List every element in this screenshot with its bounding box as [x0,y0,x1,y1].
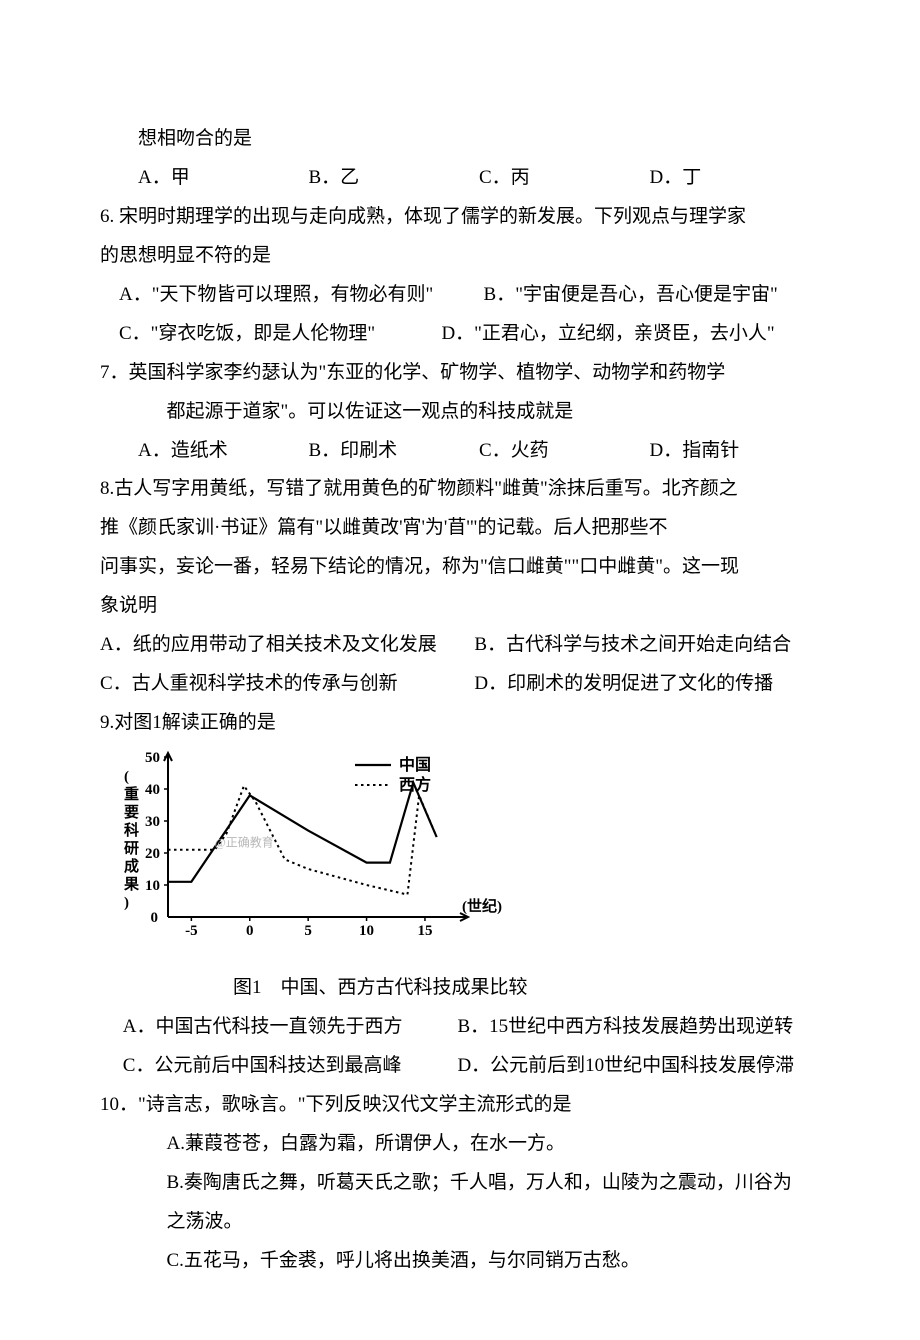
q8-line2: 推《颜氏家训·书证》篇有"以雌黄改'宵'为'苜'"的记载。后人把那些不 [100,509,820,548]
q10-opt-a: A.蒹葭苍苍，白露为霜，所谓伊人，在水一方。 [100,1125,820,1164]
q6-line1: 6. 宋明时期理学的出现与走向成熟，体现了儒学的新发展。下列观点与理学家 [100,198,820,237]
q9-chart-svg: 0 10 20 30 40 50 -5 0 5 10 15 (重要科研成果) (世纪) 中国西方 @正确教育 [110,747,510,952]
svg-text:成: 成 [124,857,139,875]
svg-text:0: 0 [246,923,254,939]
q5-opt-d: D．丁 [650,159,821,198]
svg-text:要: 要 [124,804,139,821]
q5-tail: 想相吻合的是 [100,120,820,159]
q9-row-cd: C．公元前后中国科技达到最高峰 D．公元前后到10世纪中国科技发展停滞 [100,1047,820,1086]
q8-opt-a: A．纸的应用带动了相关技术及文化发展 [100,626,474,665]
q5-opt-a: A．甲 [138,159,309,198]
svg-text:30: 30 [145,814,160,830]
q5-opt-b: B．乙 [309,159,480,198]
q9-opt-a: A．中国古代科技一直领先于西方 [123,1008,458,1047]
svg-text:重: 重 [124,785,139,803]
q8-opt-b: B．古代科学与技术之间开始走向结合 [474,626,791,665]
q8-opt-d: D．印刷术的发明促进了文化的传播 [474,665,773,704]
svg-text:50: 50 [145,750,160,766]
q8-row-ab: A．纸的应用带动了相关技术及文化发展 B．古代科学与技术之间开始走向结合 [100,626,820,665]
q9-opt-d: D．公元前后到10世纪中国科技发展停滞 [457,1047,794,1086]
svg-text:40: 40 [145,782,160,798]
q9-caption: 图1 中国、西方古代科技成果比较 [100,969,820,1008]
exam-page: 想相吻合的是 A．甲 B．乙 C．丙 D．丁 6. 宋明时期理学的出现与走向成熟… [0,0,920,1340]
svg-text:): ) [124,895,129,911]
q7-opt-b: B．印刷术 [309,432,480,471]
svg-text:西方: 西方 [399,775,431,794]
svg-text:(世纪): (世纪) [462,897,502,915]
svg-text:-5: -5 [185,923,198,939]
q9-opt-c: C．公元前后中国科技达到最高峰 [123,1047,458,1086]
q6-opt-b: B．"宇宙便是吾心，吾心便是宇宙" [484,276,778,315]
svg-text:10: 10 [359,923,374,939]
q7-line1: 7．英国科学家李约瑟认为"东亚的化学、矿物学、植物学、动物学和药物学 [100,354,820,393]
q9-row-ab: A．中国古代科技一直领先于西方 B．15世纪中西方科技发展趋势出现逆转 [100,1008,820,1047]
svg-text:20: 20 [145,846,160,862]
svg-text:@正确教育: @正确教育 [214,835,273,850]
q6-opt-a: A．"天下物皆可以理照，有物必有则" [119,276,484,315]
q8-line4: 象说明 [100,587,820,626]
q10-opt-b1: B.奏陶唐氏之舞，听葛天氏之歌；千人唱，万人和，山陵为之震动，川谷为 [100,1164,820,1203]
q10-opt-c: C.五花马，千金裘，呼儿将出换美酒，与尔同销万古愁。 [100,1242,820,1281]
q6-row-cd: C．"穿衣吃饭，即是人伦物理" D．"正君心，立纪纲，亲贤臣，去小人" [100,315,820,354]
svg-text:中国: 中国 [399,755,431,774]
svg-text:(: ( [124,769,129,785]
q8-row-cd: C．古人重视科学技术的传承与创新 D．印刷术的发明促进了文化的传播 [100,665,820,704]
q9-line1: 9.对图1解读正确的是 [100,704,820,743]
q5-options: A．甲 B．乙 C．丙 D．丁 [100,159,820,198]
q9-opt-b: B．15世纪中西方科技发展趋势出现逆转 [457,1008,793,1047]
q5-opt-c: C．丙 [479,159,650,198]
svg-text:科: 科 [124,821,139,839]
svg-text:研: 研 [124,840,139,857]
q6-opt-d: D．"正君心，立纪纲，亲贤臣，去小人" [441,315,774,354]
q7-opt-d: D．指南针 [650,432,821,471]
q9-chart: 0 10 20 30 40 50 -5 0 5 10 15 (重要科研成果) (世纪) 中国西方 @正确教育 [100,747,820,967]
q7-opt-c: C．火药 [479,432,650,471]
q6-opt-c: C．"穿衣吃饭，即是人伦物理" [119,315,441,354]
q7-line2: 都起源于道家"。可以佐证这一观点的科技成就是 [100,393,820,432]
q7-opt-a: A．造纸术 [138,432,309,471]
q8-line3: 问事实，妄论一番，轻易下结论的情况，称为"信口雌黄""口中雌黄"。这一现 [100,548,820,587]
svg-text:10: 10 [145,878,160,894]
q6-line2: 的思想明显不符的是 [100,237,820,276]
q10-line1: 10．"诗言志，歌咏言。"下列反映汉代文学主流形式的是 [100,1086,820,1125]
q8-opt-c: C．古人重视科学技术的传承与创新 [100,665,474,704]
svg-text:果: 果 [123,876,140,893]
svg-text:15: 15 [417,923,432,939]
svg-text:0: 0 [150,910,158,926]
q6-row-ab: A．"天下物皆可以理照，有物必有则" B．"宇宙便是吾心，吾心便是宇宙" [100,276,820,315]
svg-text:5: 5 [304,923,312,939]
q8-line1: 8.古人写字用黄纸，写错了就用黄色的矿物颜料"雌黄"涂抹后重写。北齐颜之 [100,470,820,509]
q10-opt-b2: 之荡波。 [100,1203,820,1242]
q7-options: A．造纸术 B．印刷术 C．火药 D．指南针 [100,432,820,471]
